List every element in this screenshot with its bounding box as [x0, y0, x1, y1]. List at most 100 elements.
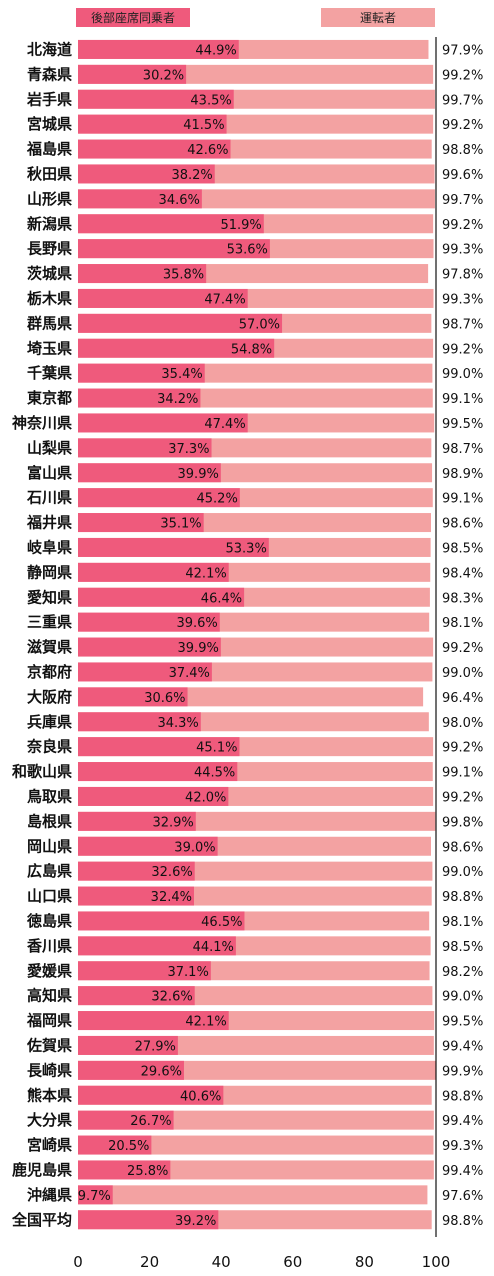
bar-row: 山形県 34.6% 99.7%: [27, 189, 483, 209]
bar-row: 高知県 32.6% 99.0%: [27, 986, 483, 1006]
bar-rear-passenger: [78, 886, 194, 906]
data-label-driver: 99.4%: [442, 1164, 483, 1179]
bar-rear-passenger: [78, 687, 188, 707]
category-label: 東京都: [27, 389, 72, 407]
category-label: 新潟県: [27, 215, 72, 233]
bar-rear-passenger: [78, 1185, 113, 1205]
bar-driver: [78, 1135, 434, 1155]
data-label-driver: 98.4%: [442, 566, 483, 581]
category-label: 大阪府: [27, 688, 72, 706]
legend-label-rear-passenger: 後部座席同乗者: [91, 10, 175, 25]
bar-rows: 北海道 44.9% 97.9% 青森県 30.2% 99.2% 岩手県 43.5% 99.7% 宮…: [11, 39, 483, 1230]
bar-row: 秋田県 38.2% 99.6%: [27, 164, 483, 184]
bar-rear-passenger: [78, 288, 248, 308]
category-label: 奈良県: [26, 738, 72, 756]
data-label-driver: 99.0%: [442, 666, 483, 681]
data-label-rear-passenger: 30.6%: [144, 691, 185, 706]
category-label: 宮城県: [27, 115, 72, 133]
data-label-rear-passenger: 46.4%: [201, 591, 242, 606]
data-label-rear-passenger: 26.7%: [130, 1114, 171, 1129]
data-label-driver: 99.2%: [442, 342, 483, 357]
data-label-driver: 98.3%: [442, 591, 483, 606]
data-label-rear-passenger: 54.8%: [231, 342, 272, 357]
data-label-rear-passenger: 53.6%: [227, 243, 268, 258]
category-label: 富山県: [27, 464, 72, 482]
data-label-rear-passenger: 45.2%: [197, 492, 238, 507]
data-label-rear-passenger: 39.9%: [178, 467, 219, 482]
category-label: 福岡県: [26, 1012, 72, 1030]
category-label: 石川県: [26, 489, 72, 507]
bar-row: 岩手県 43.5% 99.7%: [26, 89, 483, 109]
data-label-rear-passenger: 32.6%: [151, 990, 192, 1005]
data-label-rear-passenger: 41.5%: [183, 118, 224, 133]
bar-rear-passenger: [78, 662, 212, 682]
category-label: 兵庫県: [27, 713, 72, 731]
bar-rear-passenger: [78, 363, 205, 383]
bar-row: 石川県 45.2% 99.1%: [26, 488, 483, 508]
category-label: 佐賀県: [26, 1036, 72, 1054]
bar-rear-passenger: [78, 89, 234, 109]
bar-rear-passenger: [78, 911, 245, 931]
category-label: 千葉県: [27, 364, 72, 382]
data-label-rear-passenger: 42.1%: [185, 1015, 226, 1030]
bar-row: 東京都 34.2% 99.1%: [27, 388, 483, 408]
data-label-driver: 97.9%: [442, 43, 483, 58]
bar-row: 大分県 26.7% 99.4%: [27, 1110, 483, 1130]
data-label-rear-passenger: 35.8%: [163, 268, 204, 283]
category-label: 広島県: [27, 862, 72, 880]
data-label-driver: 98.1%: [442, 616, 483, 631]
bar-rear-passenger: [78, 1035, 178, 1055]
data-label-driver: 99.3%: [442, 292, 483, 307]
data-label-driver: 99.8%: [442, 815, 483, 830]
bar-row: 京都府 37.4% 99.0%: [27, 662, 483, 682]
data-label-rear-passenger: 25.8%: [127, 1164, 168, 1179]
bar-rear-passenger: [78, 786, 229, 806]
data-label-rear-passenger: 44.5%: [194, 766, 235, 781]
data-label-rear-passenger: 47.4%: [204, 292, 245, 307]
bar-row: 福岡県 42.1% 99.5%: [26, 1011, 483, 1031]
bar-rear-passenger: [78, 1060, 184, 1080]
bar-row: 山梨県 37.3% 98.7%: [27, 438, 483, 458]
category-label: 青森県: [27, 65, 72, 83]
data-label-rear-passenger: 40.6%: [180, 1089, 221, 1104]
bar-row: 三重県 39.6% 98.1%: [27, 612, 483, 632]
data-label-rear-passenger: 29.6%: [141, 1064, 182, 1079]
data-label-rear-passenger: 42.0%: [185, 790, 226, 805]
bar-rear-passenger: [78, 737, 240, 757]
category-label: 愛知県: [27, 588, 72, 606]
category-label: 香川県: [27, 937, 72, 955]
data-label-driver: 99.2%: [442, 218, 483, 233]
x-tick-label: 100: [422, 1253, 451, 1271]
legend-swatch-driver: [321, 8, 435, 27]
bar-row: 和歌山県 44.5% 99.1%: [12, 762, 483, 782]
category-label: 全国平均: [11, 1211, 72, 1229]
category-label: 埼玉県: [27, 339, 72, 357]
bar-row: 宮城県 41.5% 99.2%: [27, 114, 483, 134]
data-label-driver: 98.2%: [442, 965, 483, 980]
data-label-driver: 99.5%: [442, 1015, 483, 1030]
data-label-driver: 97.8%: [442, 268, 483, 283]
bar-row: 北海道 44.9% 97.9%: [27, 39, 483, 59]
bar-row: 鹿児島県 25.8% 99.4%: [12, 1160, 483, 1180]
category-label: 岡山県: [27, 837, 72, 855]
data-label-rear-passenger: 42.1%: [185, 566, 226, 581]
bar-rear-passenger: [78, 1085, 224, 1105]
bar-rear-passenger: [78, 587, 245, 607]
data-label-rear-passenger: 37.3%: [168, 442, 209, 457]
data-label-rear-passenger: 46.5%: [201, 915, 242, 930]
x-tick-label: 80: [355, 1253, 374, 1271]
data-label-rear-passenger: 32.6%: [151, 865, 192, 880]
category-label: 茨城県: [27, 265, 72, 283]
data-label-rear-passenger: 39.0%: [174, 840, 215, 855]
category-label: 鹿児島県: [12, 1161, 72, 1179]
category-label: 熊本県: [27, 1086, 72, 1104]
bar-row: 奈良県 45.1% 99.2%: [26, 737, 483, 757]
category-label: 福井県: [26, 514, 72, 532]
bar-row: 栃木県 47.4% 99.3%: [27, 288, 483, 308]
bar-rear-passenger: [78, 537, 269, 557]
bar-row: 香川県 44.1% 98.5%: [27, 936, 483, 956]
data-label-rear-passenger: 39.2%: [175, 1214, 216, 1229]
bar-rear-passenger: [78, 836, 218, 856]
category-label: 沖縄県: [27, 1186, 72, 1204]
